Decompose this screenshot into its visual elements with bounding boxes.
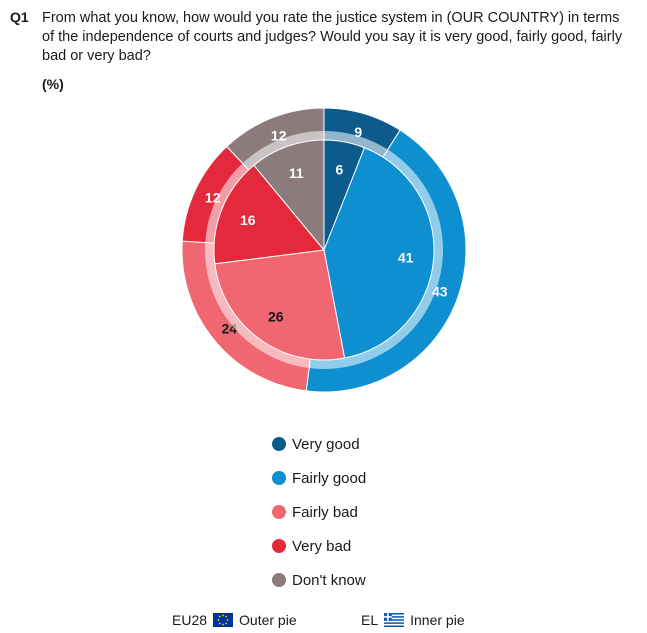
legend: Very good Fairly good Fairly bad Very ba… — [272, 427, 366, 597]
legend-label: Fairly good — [292, 469, 367, 487]
legend-label: Fairly bad — [292, 503, 358, 521]
question-number: Q1 — [10, 9, 29, 25]
legend-swatch — [272, 573, 286, 587]
legend-swatch — [272, 539, 286, 553]
legend-swatch — [272, 505, 286, 519]
legend-swatch — [272, 471, 286, 485]
inner-value-label: 26 — [268, 308, 284, 324]
legend-item: Fairly good — [272, 461, 366, 495]
inner-slice-fairly-good — [323, 147, 435, 359]
inner-value-label: 41 — [398, 250, 414, 266]
legend-label: Very bad — [292, 537, 352, 555]
legend-item: Don't know — [272, 563, 366, 597]
inner-slice-very-bad — [213, 164, 325, 265]
eu-flag-icon — [213, 613, 234, 627]
question-text: From what you know, how would you rate t… — [42, 10, 623, 64]
inner-pie-code: EL — [361, 612, 379, 628]
footer-inner-key: EL Inner pie — [361, 612, 465, 628]
legend-item: Fairly bad — [272, 495, 366, 529]
legend-item: Very bad — [272, 529, 366, 563]
inner-value-label: 6 — [335, 161, 343, 177]
legend-swatch — [272, 437, 286, 451]
outer-pie-label: Outer pie — [239, 612, 297, 628]
inner-slice-don-t-know — [253, 139, 325, 252]
outer-value-label: 9 — [354, 124, 362, 140]
inner-value-label: 11 — [289, 165, 304, 181]
inner-value-label: 16 — [240, 212, 256, 228]
outer-pie-code: EU28 — [172, 612, 208, 628]
unit-label: (%) — [42, 76, 64, 92]
footer-outer-key: EU28 Outer pie — [172, 612, 297, 628]
inner-slice-fairly-bad — [214, 249, 346, 361]
legend-item: Very good — [272, 427, 366, 461]
inner-pie-label: Inner pie — [410, 612, 465, 628]
greece-flag-icon — [384, 613, 405, 627]
pie-separator-ring — [205, 131, 443, 369]
legend-label: Very good — [292, 435, 360, 453]
legend-label: Don't know — [292, 571, 366, 589]
